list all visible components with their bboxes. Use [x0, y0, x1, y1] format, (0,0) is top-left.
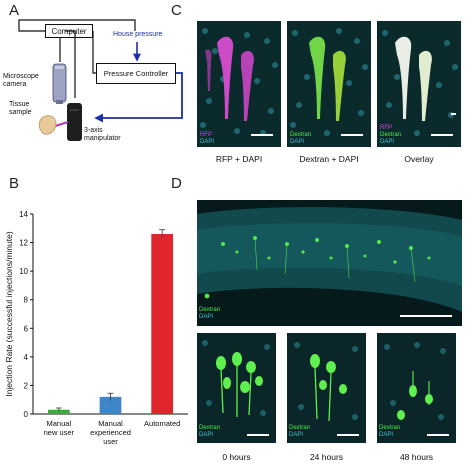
setup-diagram [18, 19, 183, 141]
micrograph-overview [197, 200, 462, 326]
panel-label-a: A [9, 2, 20, 19]
micrograph-overlay-label-1: RFP [380, 125, 392, 131]
house-pressure-label: House pressure [113, 31, 163, 38]
computer-to-controller-line [92, 31, 96, 74]
micrograph-dextran-dapi-label-1: Dextran [290, 132, 312, 138]
timepoint-24-label-2: DAPI [289, 432, 304, 438]
x-tick-label: Manual new user [44, 419, 75, 437]
caption-48-hours: 48 hours [399, 452, 434, 462]
micrograph-24-hours [287, 333, 366, 443]
y-tick-label: 10 [19, 267, 28, 276]
manipulator-cable [65, 30, 76, 98]
panel-label-c: C [171, 2, 182, 19]
y-tick-label: 6 [24, 324, 29, 333]
micrograph-rfp-dapi-label-2: DAPI [200, 139, 215, 145]
manipulator-label: 3-axis manipulator [84, 127, 121, 142]
x-tick-label: Manual experienced user [90, 419, 131, 446]
x-tick-label: Automated [144, 419, 180, 428]
pressure-controller-box: Pressure Controller [96, 63, 176, 84]
micrograph-dextran-dapi [287, 21, 371, 147]
timepoint-48-label-2: DAPI [379, 432, 394, 438]
micrograph-overlay-label-2: Dextran [380, 132, 402, 138]
panel-label-b: B [9, 175, 20, 192]
y-tick-label: 8 [24, 296, 29, 305]
caption-24-hours: 24 hours [309, 452, 344, 462]
caption-overlay: Overlay [404, 154, 434, 164]
micrograph-rfp-dapi [197, 21, 281, 147]
overview-label-2: DAPI [199, 314, 214, 320]
caption-rfp-dapi: RFP + DAPI [215, 154, 263, 164]
y-tick-label: 0 [24, 410, 29, 419]
bar [47, 409, 70, 414]
bar [151, 234, 174, 414]
microscope-camera-icon [52, 63, 67, 103]
timepoint-0-label-2: DAPI [199, 432, 214, 438]
overview-label-1: Dextran [199, 307, 221, 313]
pressure-line-arrow [94, 72, 183, 123]
y-tick-label: 14 [19, 210, 28, 219]
timepoint-0-label-1: Dextran [199, 425, 221, 431]
manipulator-icon [67, 103, 82, 141]
panel-label-d: D [171, 175, 182, 192]
bar [99, 396, 122, 414]
y-tick-label: 4 [24, 353, 29, 362]
injection-rate-chart: 0 2 4 6 8 10 12 14 Injection Rate (successful in… [4, 210, 188, 446]
micrograph-dextran-dapi-label-2: DAPI [290, 139, 305, 145]
caption-0-hours: 0 hours [222, 452, 251, 462]
computer-cable [18, 19, 136, 32]
tissue-sample-icon [38, 115, 57, 135]
micrograph-overlay-label-3: DAPI [380, 139, 395, 145]
micrograph-rfp-dapi-label-1: RFP [200, 132, 212, 138]
y-axis-label: Injection Rate (successful injections/mi… [4, 231, 14, 397]
tissue-sample-label: Tissue sample [9, 101, 32, 116]
microscope-camera-label: Microscope camera [3, 73, 39, 88]
y-tick-label: 2 [24, 381, 29, 390]
micrograph-48-hours [377, 333, 456, 443]
caption-dextran-dapi: Dextran + DAPI [299, 154, 359, 164]
timepoint-48-label-1: Dextran [379, 425, 401, 431]
y-tick-label: 12 [19, 239, 28, 248]
timepoint-24-label-1: Dextran [289, 425, 311, 431]
micrograph-overlay [377, 21, 461, 147]
micrograph-0-hours [197, 333, 276, 443]
